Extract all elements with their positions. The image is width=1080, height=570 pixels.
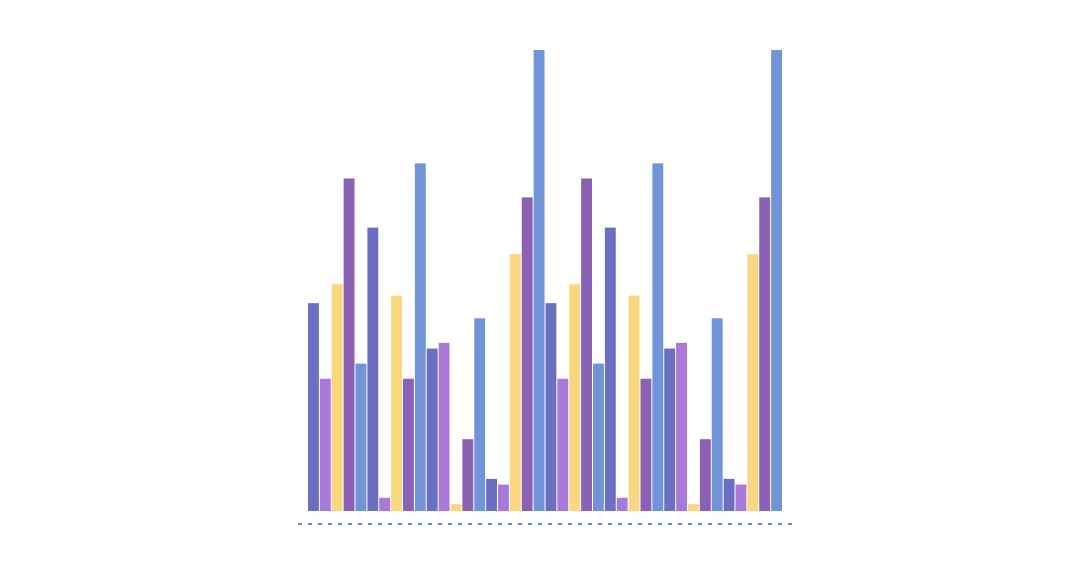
bar-10 bbox=[414, 163, 426, 512]
bar-33 bbox=[688, 504, 699, 511]
bar-6 bbox=[367, 227, 379, 511]
bar-36 bbox=[723, 478, 735, 511]
bar-30 bbox=[652, 163, 664, 512]
bar-14 bbox=[462, 439, 474, 511]
bar-38 bbox=[747, 254, 759, 512]
bar-2 bbox=[319, 378, 331, 511]
bar-31 bbox=[664, 348, 676, 511]
bar-12 bbox=[438, 342, 450, 511]
bar-15 bbox=[474, 318, 486, 511]
bar-27 bbox=[616, 497, 628, 511]
bar-39 bbox=[759, 197, 771, 511]
bar-11 bbox=[426, 348, 438, 511]
bar-1 bbox=[308, 303, 319, 511]
bar-5 bbox=[355, 363, 367, 511]
bar-18 bbox=[509, 254, 521, 512]
bar-16 bbox=[486, 478, 498, 511]
bar-22 bbox=[557, 378, 569, 511]
bars-group bbox=[308, 50, 783, 512]
bar-13 bbox=[450, 504, 462, 511]
bar-21 bbox=[545, 303, 557, 511]
bar-32 bbox=[676, 342, 688, 511]
bar-8 bbox=[391, 295, 403, 511]
bar-37 bbox=[735, 484, 747, 511]
bar-28 bbox=[628, 295, 640, 511]
bar-26 bbox=[604, 227, 616, 511]
bar-23 bbox=[569, 284, 581, 511]
bar-17 bbox=[498, 484, 509, 511]
bar-34 bbox=[699, 439, 711, 511]
bar-40 bbox=[771, 50, 783, 511]
bar-4 bbox=[343, 178, 355, 512]
bar-25 bbox=[593, 363, 604, 511]
bar-29 bbox=[640, 378, 652, 511]
bar-9 bbox=[403, 378, 414, 511]
bar-20 bbox=[533, 50, 545, 511]
bar-19 bbox=[521, 197, 533, 511]
bar-24 bbox=[581, 178, 593, 512]
bar-7 bbox=[379, 497, 391, 511]
bar-35 bbox=[711, 318, 723, 511]
bar-3 bbox=[331, 284, 343, 511]
